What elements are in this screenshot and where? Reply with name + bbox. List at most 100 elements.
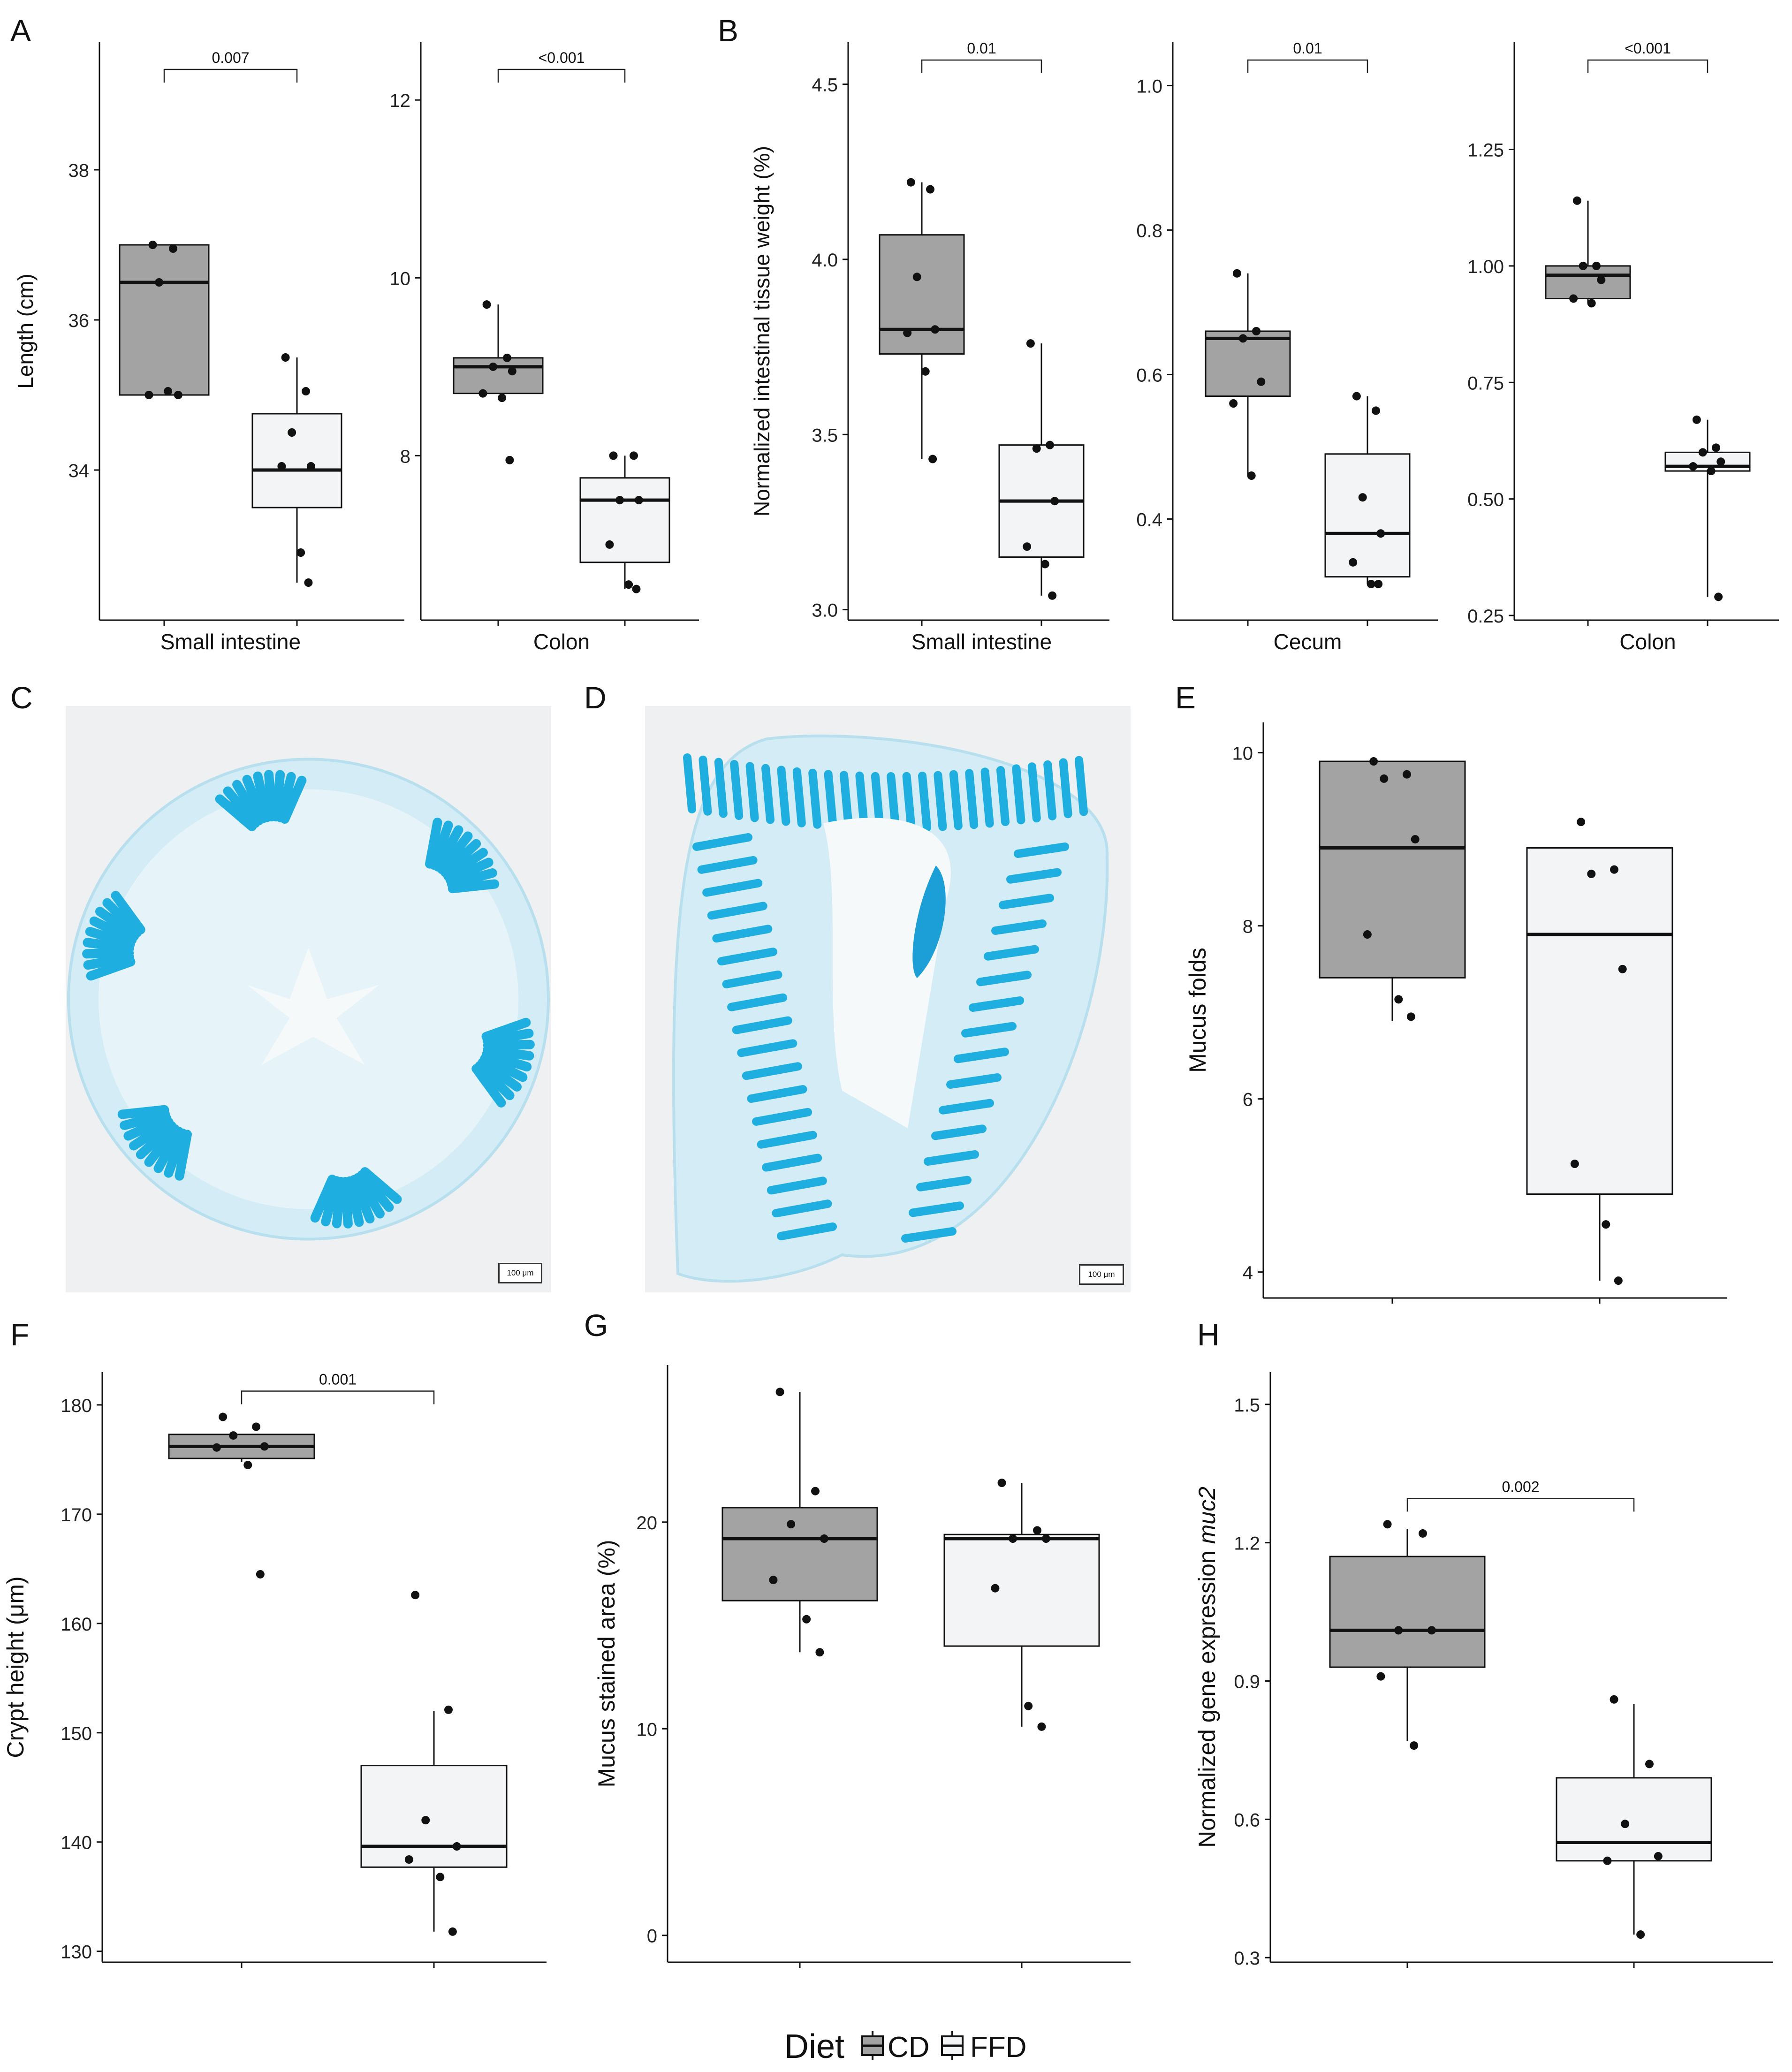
data-point — [1592, 261, 1601, 270]
data-point — [448, 1927, 457, 1936]
y-tick-label: 0 — [647, 1926, 657, 1947]
box-ffd — [1664, 415, 1751, 601]
data-point — [498, 394, 507, 402]
data-point — [1349, 558, 1358, 567]
goblet-cell-stain — [991, 919, 1047, 935]
goblet-cell-stain — [448, 879, 500, 894]
y-tick-label: 3.0 — [812, 600, 838, 621]
data-point — [1569, 294, 1578, 303]
data-point — [634, 496, 643, 505]
data-point — [482, 300, 491, 309]
goblet-cell-stain — [482, 1049, 532, 1072]
data-point — [1621, 1820, 1630, 1829]
data-point — [1394, 1626, 1403, 1635]
y-tick-label: 0.75 — [1467, 373, 1504, 394]
y-tick-label: 150 — [61, 1723, 92, 1744]
data-point — [304, 578, 313, 587]
goblet-cell-stain — [916, 1176, 972, 1192]
significance-bracket: 0.001 — [241, 1371, 435, 1404]
goblet-cell-stain — [85, 926, 135, 949]
goblet-cell-stain — [89, 916, 137, 945]
data-point — [1229, 399, 1238, 408]
data-point — [802, 1615, 811, 1624]
goblet-cell-stain — [95, 907, 139, 941]
goblet-cell-stain — [732, 1016, 792, 1034]
goblet-cell-stain — [887, 772, 900, 832]
data-point — [1367, 580, 1375, 588]
goblet-cell-stain — [902, 772, 916, 832]
panel-letter-g: G — [584, 1308, 608, 1343]
goblet-cell-stain — [772, 1199, 832, 1218]
panel-letter-f: F — [10, 1317, 29, 1352]
goblet-cell-stain — [1043, 760, 1057, 820]
data-point — [1238, 334, 1247, 343]
data-point — [169, 244, 177, 253]
y-tick-label: 4 — [1243, 1263, 1253, 1283]
data-point — [775, 1388, 784, 1397]
significance-bracket: <0.001 — [497, 49, 626, 83]
goblet-cell-stain — [471, 1064, 506, 1108]
data-point — [411, 1591, 420, 1600]
p-value-label: 0.01 — [967, 40, 996, 57]
y-tick-label: 10 — [1232, 744, 1253, 764]
x-axis-label: Small intestine — [911, 630, 1052, 654]
p-value-label: <0.001 — [539, 49, 585, 66]
chart-f-6: 130 140 150 160 170 180 Crypt height (μm) 0.001 — [2, 1371, 547, 1968]
bracket-line — [163, 68, 298, 83]
goblet-cell-stain — [745, 762, 759, 822]
data-point — [1048, 591, 1057, 600]
data-point — [1026, 339, 1035, 348]
data-point — [1716, 457, 1725, 466]
data-point — [1376, 529, 1385, 538]
data-point — [926, 185, 934, 194]
data-point — [1419, 1529, 1427, 1538]
y-tick-label: 20 — [637, 1513, 658, 1533]
box-iqr — [360, 1765, 508, 1868]
data-point — [296, 548, 305, 557]
goblet-cell-stain — [976, 971, 1032, 987]
data-point — [1257, 377, 1266, 386]
goblet-cell-stain — [901, 1227, 957, 1243]
data-point — [1032, 444, 1041, 453]
data-point — [820, 1534, 828, 1543]
data-point — [1041, 1534, 1050, 1543]
box-ffd — [251, 353, 342, 587]
goblet-cell-stain — [752, 1108, 812, 1126]
y-axis-label: Length (cm) — [13, 273, 38, 388]
data-point — [1380, 774, 1389, 783]
goblet-cell-stain — [840, 771, 853, 831]
goblet-cell-stain — [954, 1047, 1009, 1063]
data-point — [1358, 493, 1367, 502]
data-point — [1689, 462, 1698, 471]
bracket-line — [241, 1390, 435, 1404]
goblet-cell-stain — [175, 1130, 192, 1181]
data-point — [1597, 275, 1606, 284]
data-point — [1383, 1520, 1392, 1529]
y-tick-label: 0.9 — [1234, 1671, 1260, 1692]
box-ffd — [998, 339, 1085, 600]
data-point — [1369, 757, 1378, 766]
goblet-cell-stain — [747, 1085, 807, 1103]
goblet-cell-stain — [777, 1222, 837, 1240]
data-point — [1050, 497, 1059, 506]
data-point — [1654, 1852, 1663, 1860]
goblet-cell-stain — [129, 1117, 174, 1151]
data-point — [1636, 1930, 1645, 1939]
goblet-cell-stain — [717, 948, 777, 966]
chart-a-0: 34 36 38 Small intestine Length (cm) 0.007 — [13, 42, 404, 654]
data-point — [1618, 964, 1627, 973]
goblet-cell-stain — [425, 818, 442, 869]
data-point — [1352, 392, 1361, 401]
goblet-cell-stain — [757, 1131, 817, 1149]
data-point — [1714, 592, 1723, 601]
data-point — [243, 1461, 252, 1470]
goblet-cell-stain — [445, 858, 494, 885]
y-tick-label: 38 — [68, 160, 90, 181]
data-point — [1603, 1856, 1612, 1865]
panel-letter-e: E — [1175, 680, 1196, 715]
goblet-cell-stain — [1014, 842, 1069, 858]
box-iqr — [579, 477, 670, 563]
data-point — [302, 387, 310, 395]
box-cd — [168, 1412, 315, 1579]
